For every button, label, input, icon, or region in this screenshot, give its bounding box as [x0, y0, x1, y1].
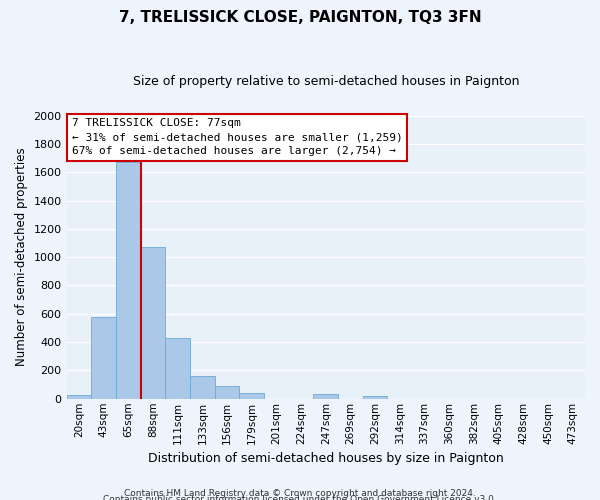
Bar [190, 376, 215, 399]
Bar [165, 338, 190, 399]
Text: Contains HM Land Registry data © Crown copyright and database right 2024.: Contains HM Land Registry data © Crown c… [124, 488, 476, 498]
Bar [140, 247, 165, 399]
Bar [313, 394, 338, 399]
Bar [116, 162, 140, 399]
Text: 7 TRELISSICK CLOSE: 77sqm
← 31% of semi-detached houses are smaller (1,259)
67% : 7 TRELISSICK CLOSE: 77sqm ← 31% of semi-… [72, 118, 403, 156]
X-axis label: Distribution of semi-detached houses by size in Paignton: Distribution of semi-detached houses by … [148, 452, 503, 465]
Bar [239, 394, 264, 399]
Bar [67, 394, 91, 399]
Text: 7, TRELISSICK CLOSE, PAIGNTON, TQ3 3FN: 7, TRELISSICK CLOSE, PAIGNTON, TQ3 3FN [119, 10, 481, 25]
Bar [363, 396, 388, 399]
Text: Contains public sector information licensed under the Open Government Licence v3: Contains public sector information licen… [103, 495, 497, 500]
Title: Size of property relative to semi-detached houses in Paignton: Size of property relative to semi-detach… [133, 75, 519, 88]
Bar [215, 386, 239, 399]
Bar [91, 316, 116, 399]
Y-axis label: Number of semi-detached properties: Number of semi-detached properties [15, 148, 28, 366]
